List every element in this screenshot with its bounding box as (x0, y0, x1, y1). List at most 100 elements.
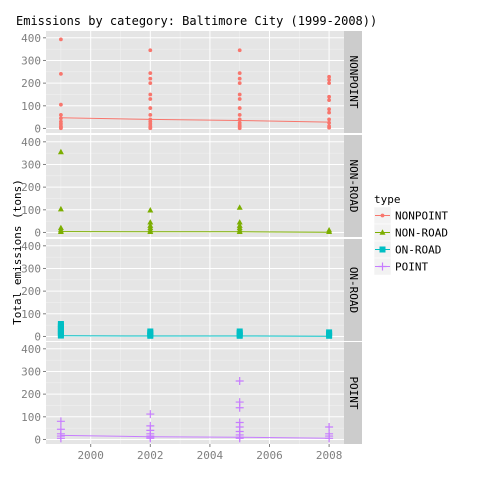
legend-item: NON-ROAD (373, 223, 448, 242)
data-point (327, 110, 331, 115)
y-tick-label: 100 (21, 411, 41, 424)
panel-background (46, 342, 344, 444)
y-tick-label: 100 (21, 308, 41, 321)
legend-item: ON-ROAD (373, 240, 441, 259)
data-point (146, 434, 155, 443)
facet-strip (344, 135, 362, 237)
y-tick-label: 400 (21, 343, 41, 356)
data-point (59, 116, 63, 121)
facet-panel: 0 100 200 300 400 NONPOINT (21, 31, 362, 135)
data-point (236, 332, 243, 339)
legend-title: type (374, 193, 401, 206)
data-point (237, 71, 242, 76)
data-point (147, 219, 154, 225)
data-point (327, 117, 331, 122)
legend-label: NONPOINT (395, 210, 448, 223)
data-point (235, 403, 244, 412)
legend-label: ON-ROAD (395, 244, 441, 257)
legend-key-marker (380, 213, 385, 218)
data-point (236, 228, 243, 234)
facet-panel: 0 100 200 300 400 NON-ROAD (21, 135, 362, 239)
y-tick-label: 200 (21, 181, 41, 194)
facet-strip (344, 31, 362, 133)
data-point (327, 120, 331, 125)
data-point (235, 434, 244, 443)
data-point (237, 126, 242, 131)
data-point (237, 112, 242, 117)
data-point (57, 332, 64, 339)
panel-background (46, 135, 344, 237)
y-tick-label: 0 (34, 433, 41, 446)
data-point (148, 126, 153, 131)
y-tick-label: 400 (21, 240, 41, 253)
data-point (147, 207, 154, 213)
data-point (147, 228, 154, 234)
y-tick-label: 300 (21, 158, 41, 171)
data-point (236, 219, 243, 225)
facet-strip (344, 342, 362, 444)
data-point (237, 117, 242, 122)
data-point (148, 106, 153, 110)
y-axis-label: Total emissions (tons) (11, 179, 24, 325)
data-point (148, 48, 153, 53)
data-point (59, 112, 63, 117)
data-point (57, 148, 64, 155)
y-tick-label: 0 (34, 226, 41, 239)
data-point (148, 81, 153, 86)
legend-key-marker (379, 229, 386, 235)
data-point (237, 76, 242, 81)
data-point (236, 204, 243, 210)
facet-strip-label: ON-ROAD (347, 267, 360, 313)
y-tick-label: 300 (21, 365, 41, 378)
trend-line (60, 231, 330, 233)
data-point (59, 37, 63, 42)
data-point (57, 228, 64, 234)
y-tick-label: 300 (21, 262, 41, 275)
y-tick-label: 300 (21, 54, 41, 67)
y-tick-label: 100 (21, 204, 41, 217)
data-point (235, 376, 244, 385)
panel-background (46, 31, 344, 133)
x-tick-label: 2004 (197, 449, 224, 462)
facet-strip-label: NONPOINT (347, 56, 360, 109)
data-point (146, 410, 155, 419)
facet-panel: 0 100 200 300 400 ON-ROAD (21, 239, 362, 343)
data-point (148, 76, 153, 81)
data-point (148, 112, 153, 117)
trend-line (60, 117, 330, 123)
legend-label: POINT (395, 261, 428, 274)
trend-line (60, 434, 330, 439)
facet-strip-label: POINT (347, 376, 360, 409)
data-point (59, 126, 63, 131)
data-point (59, 71, 63, 76)
facet-strip (344, 239, 362, 341)
data-point (148, 97, 153, 101)
y-tick-label: 200 (21, 285, 41, 298)
data-point (147, 332, 154, 339)
data-point (325, 434, 334, 443)
data-point (327, 94, 331, 99)
data-point (327, 98, 331, 103)
y-tick-label: 100 (21, 100, 41, 113)
data-point (237, 97, 242, 101)
facet-strip-label: NON-ROAD (347, 160, 360, 213)
x-tick-label: 2002 (137, 449, 164, 462)
legend-item: NONPOINT (373, 206, 448, 225)
data-point (237, 48, 242, 53)
chart-title: Emissions by category: Baltimore City (1… (16, 14, 377, 28)
data-point (326, 332, 333, 339)
data-point (57, 205, 64, 212)
legend-key-marker (379, 246, 386, 253)
legend-key-marker (378, 262, 387, 271)
y-tick-label: 0 (34, 122, 41, 135)
data-point (56, 417, 65, 426)
facet-panels: 0 100 200 300 400 NONPOINT 0 100 200 300 400 NON-RO… (21, 31, 362, 446)
data-point (237, 106, 242, 110)
data-point (56, 434, 65, 443)
data-point (148, 92, 153, 97)
x-tick-label: 2008 (316, 449, 343, 462)
y-tick-label: 400 (21, 136, 41, 149)
panel-background (46, 239, 344, 341)
y-tick-label: 400 (21, 32, 41, 45)
y-tick-label: 0 (34, 330, 41, 343)
